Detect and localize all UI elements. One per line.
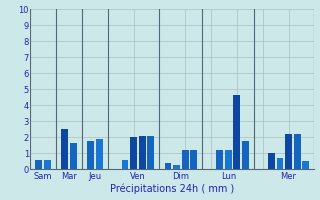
Bar bbox=[302, 161, 309, 169]
Bar bbox=[70, 143, 77, 169]
Bar bbox=[285, 134, 292, 169]
Bar bbox=[268, 153, 275, 169]
Bar bbox=[122, 160, 128, 169]
Bar bbox=[139, 136, 146, 169]
Bar bbox=[173, 165, 180, 169]
Bar bbox=[36, 160, 42, 169]
X-axis label: Précipitations 24h ( mm ): Précipitations 24h ( mm ) bbox=[110, 184, 235, 194]
Bar bbox=[130, 137, 137, 169]
Bar bbox=[276, 158, 284, 169]
Bar bbox=[96, 139, 103, 169]
Bar bbox=[225, 150, 232, 169]
Bar bbox=[234, 95, 240, 169]
Bar bbox=[61, 129, 68, 169]
Bar bbox=[242, 141, 249, 169]
Bar bbox=[148, 136, 154, 169]
Bar bbox=[87, 141, 94, 169]
Bar bbox=[44, 160, 51, 169]
Bar bbox=[164, 163, 172, 169]
Bar bbox=[190, 150, 197, 169]
Bar bbox=[294, 134, 301, 169]
Bar bbox=[216, 150, 223, 169]
Bar bbox=[182, 150, 189, 169]
